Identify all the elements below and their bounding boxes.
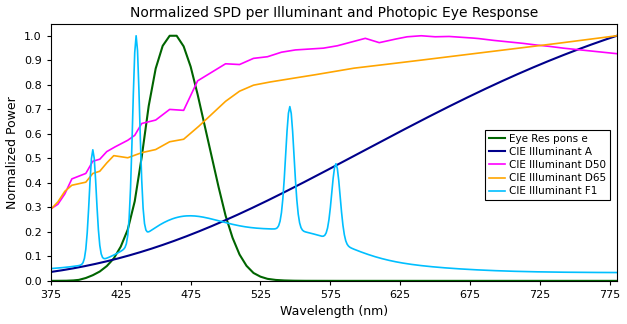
Eye Res pons e bbox=[612, 279, 619, 283]
Eye Res pons e bbox=[265, 277, 273, 281]
CIE Illuminant D50 bbox=[418, 34, 425, 38]
Legend: Eye Res pons e, CIE Illuminant A, CIE Illuminant D50, CIE Illuminant D65, CIE Il: Eye Res pons e, CIE Illuminant A, CIE Il… bbox=[485, 130, 611, 201]
CIE Illuminant D50 bbox=[47, 207, 55, 211]
Line: CIE Illuminant A: CIE Illuminant A bbox=[51, 36, 617, 272]
Line: CIE Illuminant F1: CIE Illuminant F1 bbox=[51, 36, 617, 272]
Eye Res pons e bbox=[461, 279, 468, 283]
CIE Illuminant F1 bbox=[265, 227, 273, 231]
CIE Illuminant D50 bbox=[349, 40, 357, 44]
CIE Illuminant A bbox=[47, 270, 55, 274]
CIE Illuminant D65 bbox=[609, 34, 616, 38]
CIE Illuminant F1 bbox=[350, 247, 358, 251]
CIE Illuminant F1 bbox=[332, 162, 340, 166]
CIE Illuminant F1 bbox=[132, 34, 140, 38]
Line: CIE Illuminant D50: CIE Illuminant D50 bbox=[51, 36, 617, 209]
Line: CIE Illuminant D65: CIE Illuminant D65 bbox=[51, 36, 617, 209]
CIE Illuminant D65 bbox=[264, 80, 271, 84]
Eye Res pons e bbox=[173, 34, 181, 38]
Eye Res pons e bbox=[606, 279, 614, 283]
CIE Illuminant A bbox=[346, 156, 354, 160]
CIE Illuminant D50 bbox=[610, 52, 618, 55]
CIE Illuminant D50 bbox=[331, 44, 339, 48]
Title: Normalized SPD per Illuminant and Photopic Eye Response: Normalized SPD per Illuminant and Photop… bbox=[130, 6, 538, 19]
CIE Illuminant D50 bbox=[613, 52, 621, 56]
CIE Illuminant D50 bbox=[461, 36, 468, 40]
X-axis label: Wavelength (nm): Wavelength (nm) bbox=[280, 306, 388, 318]
CIE Illuminant F1 bbox=[47, 267, 55, 271]
CIE Illuminant F1 bbox=[610, 271, 618, 274]
CIE Illuminant F1 bbox=[613, 271, 621, 274]
CIE Illuminant F1 bbox=[461, 267, 468, 271]
CIE Illuminant D65 bbox=[349, 66, 357, 70]
CIE Illuminant A bbox=[264, 199, 271, 202]
CIE Illuminant D65 bbox=[613, 34, 621, 38]
Eye Res pons e bbox=[332, 279, 340, 283]
CIE Illuminant D65 bbox=[460, 53, 467, 57]
Y-axis label: Normalized Power: Normalized Power bbox=[6, 96, 19, 209]
CIE Illuminant D65 bbox=[47, 207, 55, 211]
Eye Res pons e bbox=[350, 279, 358, 283]
Line: Eye Res pons e: Eye Res pons e bbox=[51, 36, 617, 281]
CIE Illuminant D50 bbox=[264, 55, 271, 59]
CIE Illuminant A bbox=[609, 35, 616, 39]
CIE Illuminant A bbox=[460, 98, 467, 101]
Eye Res pons e bbox=[613, 279, 621, 283]
CIE Illuminant F1 bbox=[347, 246, 355, 250]
CIE Illuminant A bbox=[349, 155, 357, 158]
CIE Illuminant D50 bbox=[346, 40, 354, 44]
CIE Illuminant D65 bbox=[331, 69, 339, 73]
CIE Illuminant A bbox=[613, 34, 621, 38]
CIE Illuminant D65 bbox=[346, 67, 354, 71]
Eye Res pons e bbox=[347, 279, 355, 283]
CIE Illuminant A bbox=[331, 164, 339, 168]
Eye Res pons e bbox=[47, 279, 55, 283]
